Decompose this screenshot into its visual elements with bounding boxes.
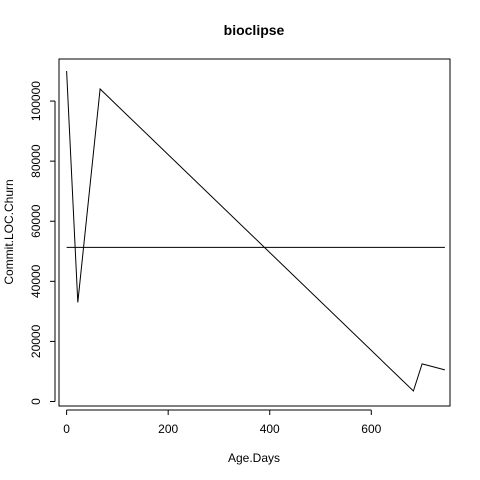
y-tick-label: 40000	[29, 264, 43, 298]
y-tick-label: 0	[29, 398, 43, 405]
x-tick-label: 400	[260, 422, 280, 436]
y-tick-label: 80000	[29, 144, 43, 178]
y-tick-label: 20000	[29, 324, 43, 358]
y-axis: 0 20000 40000 60000 80000 100000	[29, 81, 56, 405]
series-line	[66, 70, 446, 392]
x-axis: 0 200 400 600	[63, 409, 382, 436]
plot-frame	[58, 58, 451, 407]
chart-title: bioclipse	[224, 22, 285, 38]
y-tick-label: 60000	[29, 204, 43, 238]
y-tick-label: 100000	[29, 81, 43, 121]
y-axis-label: Commit.LOC.Churn	[2, 179, 16, 284]
series-layer	[66, 70, 446, 392]
x-tick-label: 200	[158, 422, 178, 436]
x-tick-label: 600	[361, 422, 381, 436]
x-axis-label: Age.Days	[228, 451, 280, 465]
x-tick-label: 0	[63, 422, 70, 436]
